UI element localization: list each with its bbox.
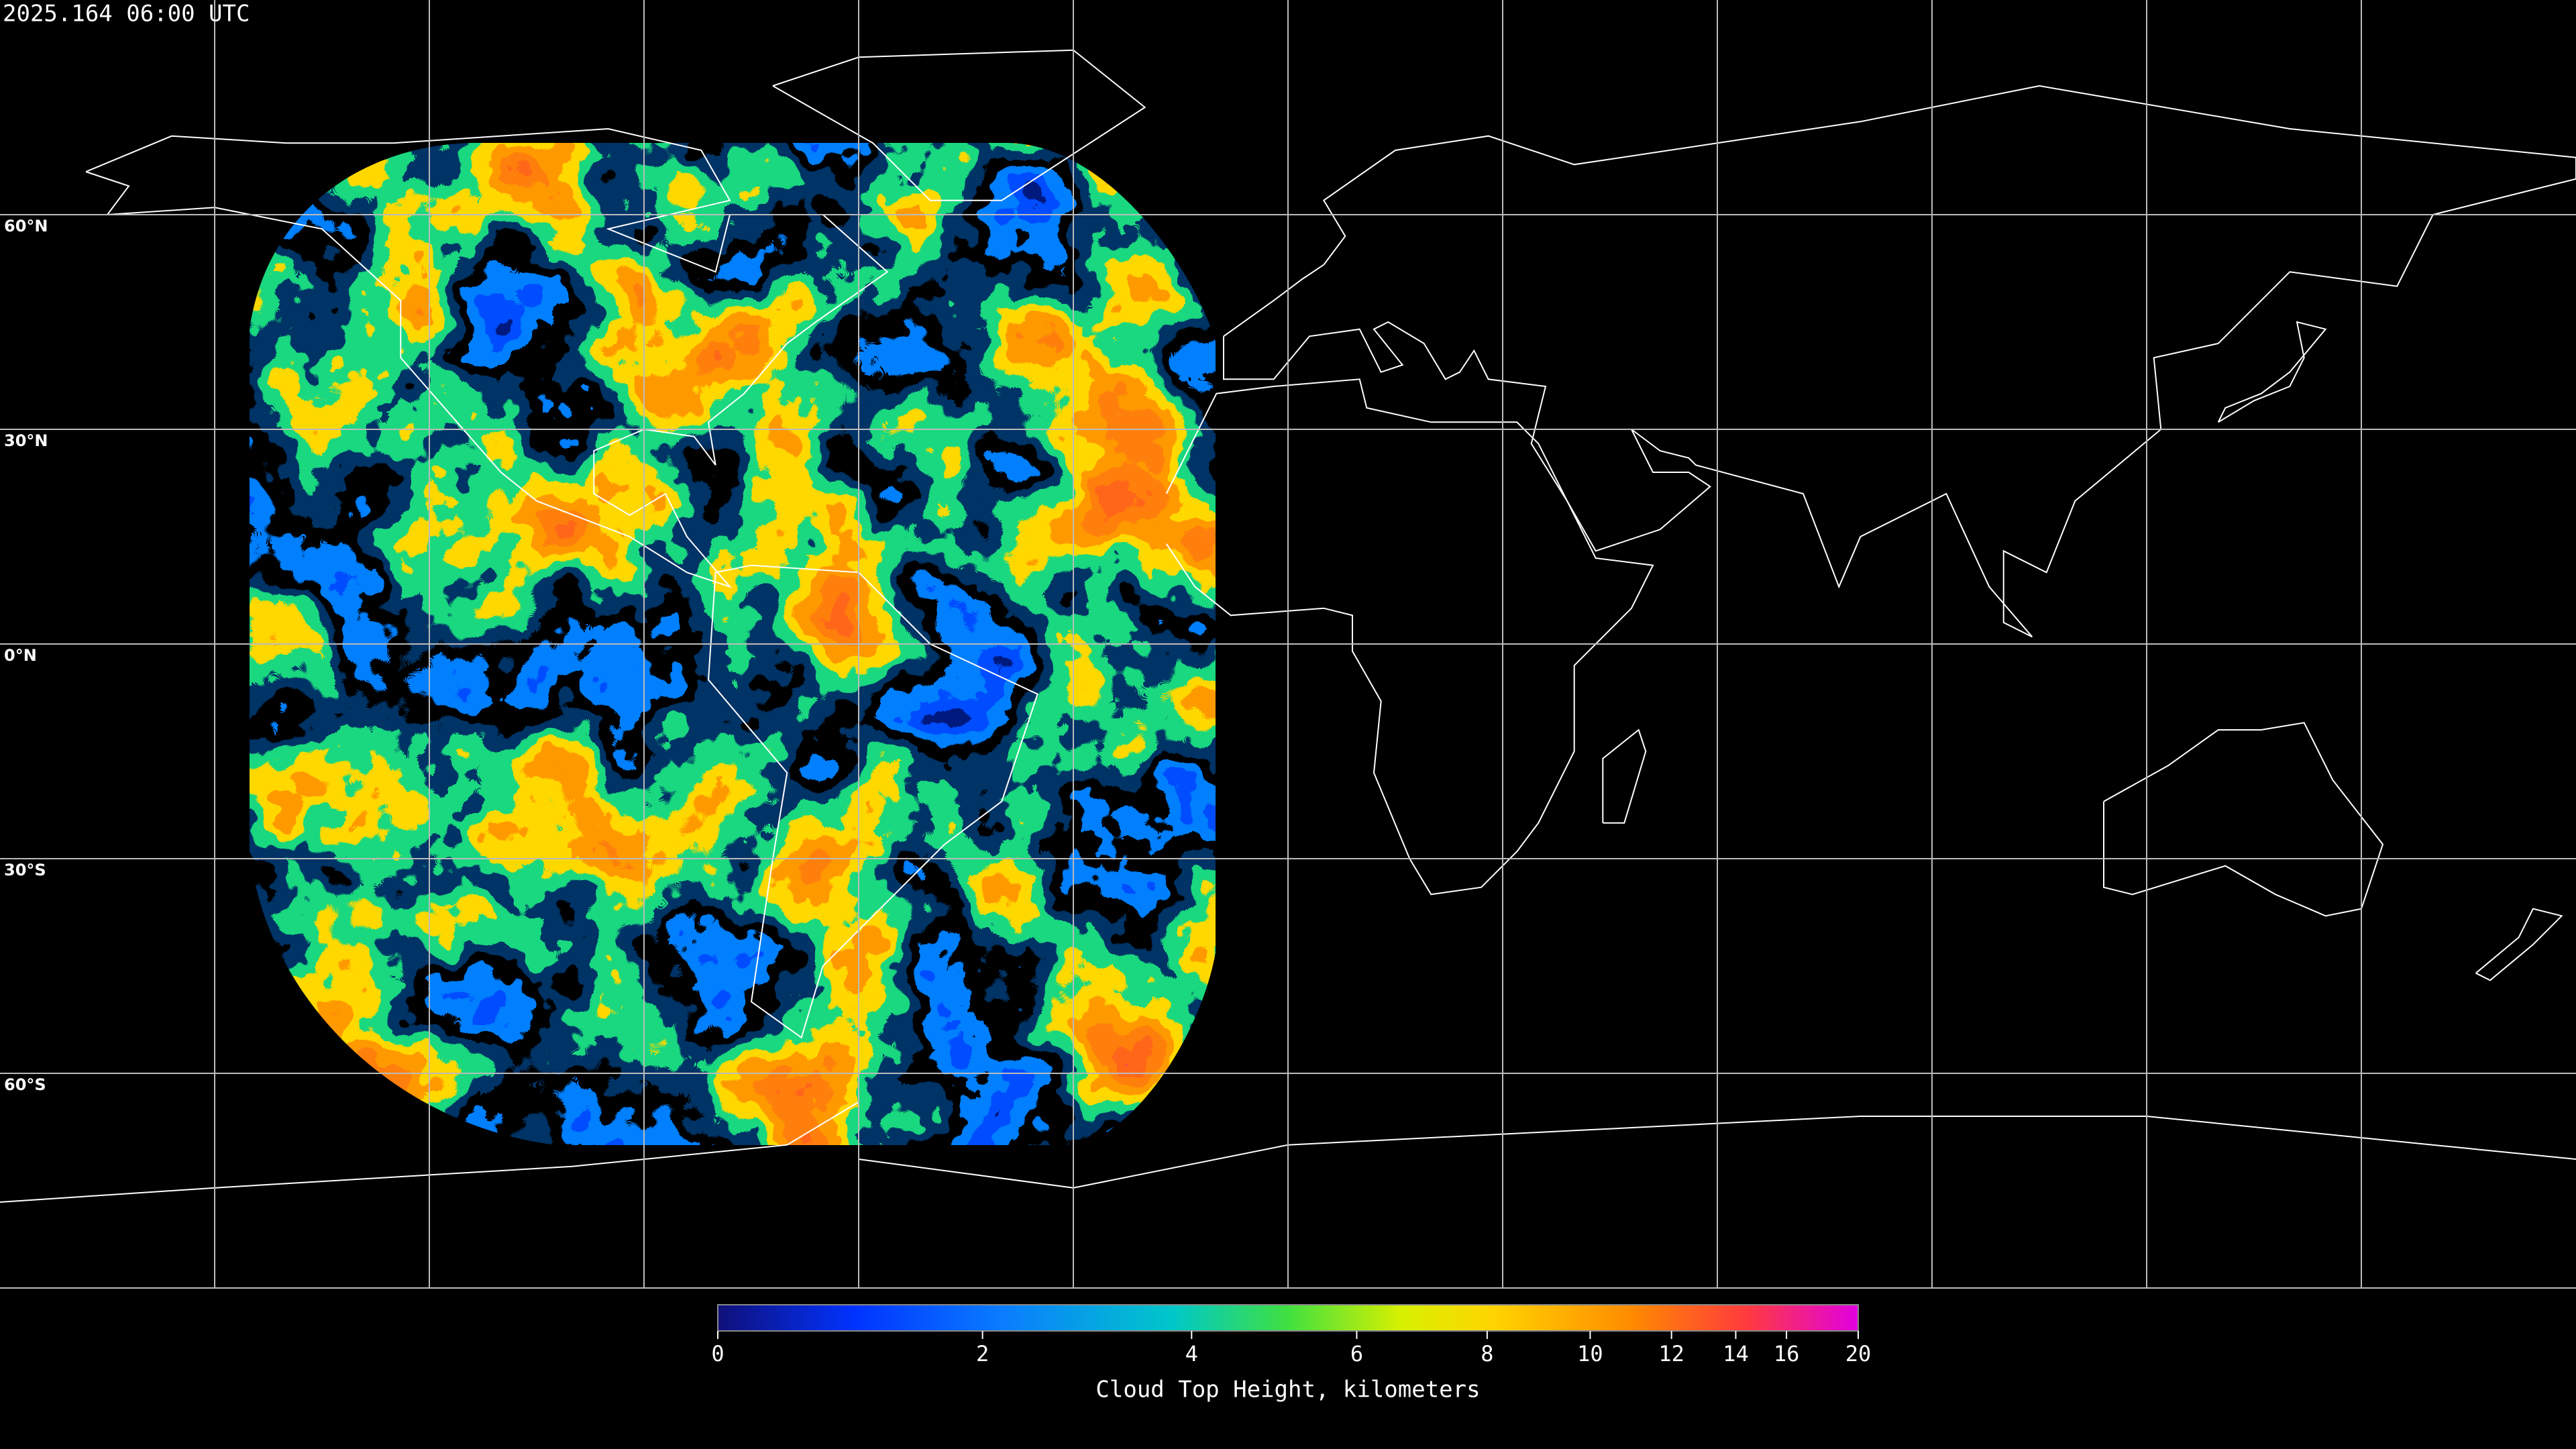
coastline <box>707 564 1038 1039</box>
colorbar-title: Cloud Top Height, kilometers <box>1095 1377 1480 1403</box>
coastline <box>2103 722 2384 917</box>
colorbar-tick-label: 0 <box>711 1341 724 1366</box>
coastline <box>1602 729 1647 824</box>
colorbar-tick-label: 14 <box>1723 1341 1749 1366</box>
coastline <box>2475 908 2563 981</box>
coastline <box>1165 378 1654 896</box>
latitude-label: 0°N <box>4 646 37 665</box>
latitude-label: 60°S <box>4 1075 46 1094</box>
graticule <box>0 0 2576 1288</box>
colorbar-tick-label: 4 <box>1185 1341 1198 1366</box>
timestamp: 2025.164 06:00 UTC <box>3 1 250 28</box>
coastline <box>2217 321 2327 423</box>
colorbar-tick-label: 16 <box>1774 1341 1800 1366</box>
latitude-label: 30°S <box>4 861 46 879</box>
colorbar-tick-label: 8 <box>1481 1341 1493 1366</box>
colorbar <box>717 1304 1859 1332</box>
colorbar-tick-label: 2 <box>976 1341 989 1366</box>
latitude-label: 60°N <box>4 217 48 235</box>
latitude-label: 30°N <box>4 431 48 450</box>
colorbar-tick-label: 10 <box>1577 1341 1603 1366</box>
colorbar-tick-label: 20 <box>1845 1341 1872 1366</box>
coastline <box>1223 85 2576 638</box>
colorbar-tick-label: 6 <box>1350 1341 1363 1366</box>
colorbar-tick-label: 12 <box>1658 1341 1684 1366</box>
coastline <box>85 127 889 588</box>
